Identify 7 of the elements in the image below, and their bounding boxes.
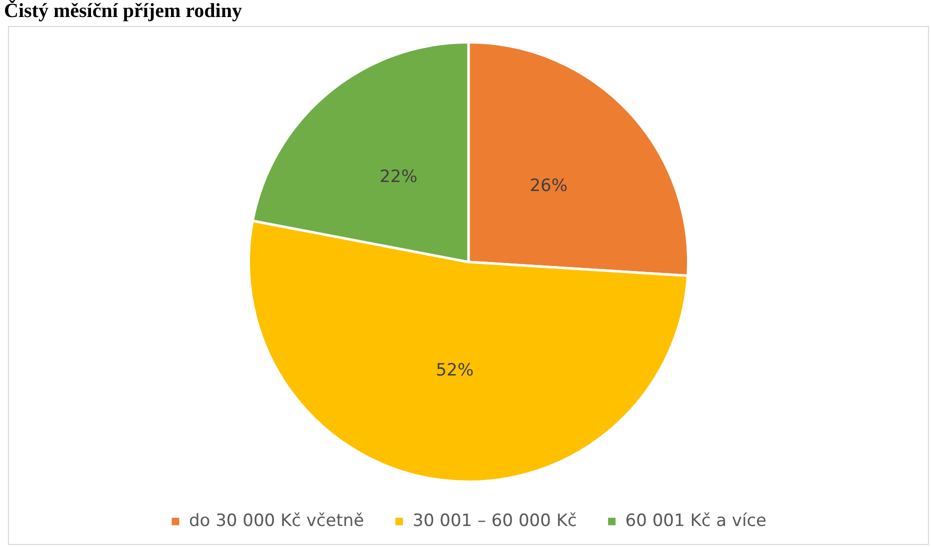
legend-label: do 30 000 Kč včetně	[188, 510, 364, 531]
data-label: 52%	[436, 360, 474, 380]
data-label: 26%	[530, 176, 568, 196]
data-label: 22%	[380, 166, 418, 187]
legend-label: 60 001 Kč a více	[625, 510, 767, 531]
legend-label: 30 001 – 60 000 Kč	[412, 510, 577, 531]
chart-title: Čistý měsíční příjem rodiny	[4, 0, 242, 23]
